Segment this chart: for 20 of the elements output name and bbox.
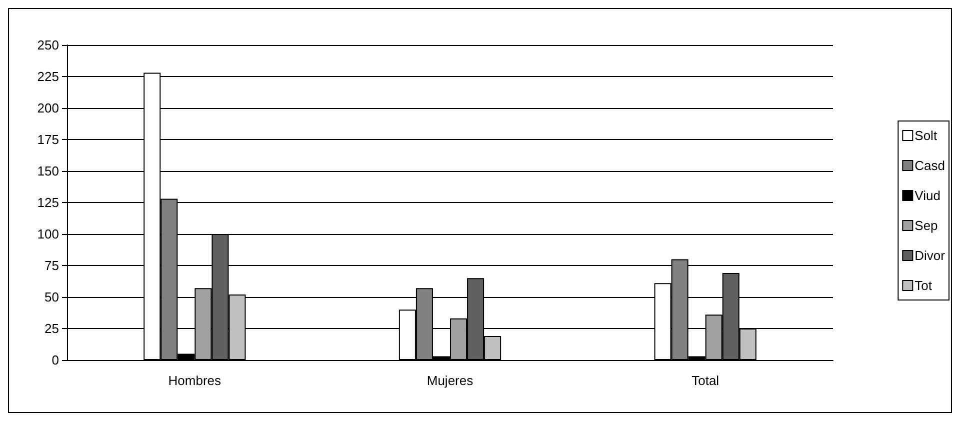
x-tick-label: Total bbox=[692, 373, 720, 388]
y-tick-label: 225 bbox=[37, 69, 59, 84]
y-tick-label: 250 bbox=[37, 38, 59, 52]
legend-label: Tot bbox=[914, 278, 932, 293]
legend-label: Casd bbox=[914, 158, 946, 173]
y-tick-label: 100 bbox=[37, 226, 59, 242]
y-tick-label: 150 bbox=[37, 164, 59, 178]
y-tick-label: 0 bbox=[52, 352, 59, 368]
y-tick-label: 50 bbox=[44, 290, 59, 304]
legend-label: Sep bbox=[914, 218, 938, 233]
y-tick-label: 175 bbox=[37, 132, 59, 147]
x-tick-label: Mujeres bbox=[426, 373, 474, 388]
y-tick-label: 125 bbox=[37, 195, 59, 210]
y-tick-label: 75 bbox=[44, 258, 59, 273]
legend-label: Solt bbox=[914, 128, 938, 143]
legend-label: Viud bbox=[914, 188, 940, 203]
legend-label: Divor bbox=[914, 248, 946, 263]
y-tick-label: 25 bbox=[44, 321, 59, 336]
y-tick-label: 200 bbox=[37, 100, 59, 116]
x-tick-label: Hombres bbox=[168, 373, 222, 388]
